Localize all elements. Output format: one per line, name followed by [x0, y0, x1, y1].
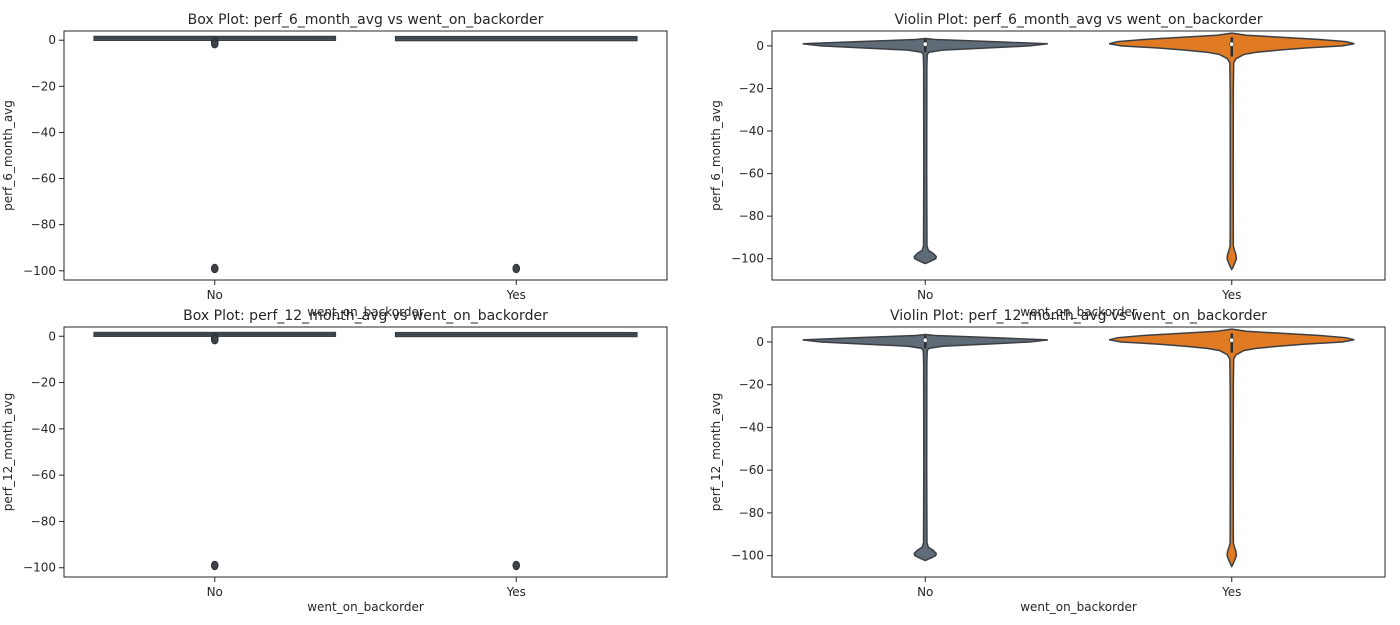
chart-title: Box Plot: perf_12_month_avg vs went_on_b…: [183, 308, 548, 324]
y-tick-label: −20: [31, 79, 56, 93]
violin-yes: [1108, 32, 1355, 271]
y-tick-label: −20: [31, 376, 56, 390]
y-tick-label: 0: [756, 39, 764, 53]
y-tick-label: −100: [731, 252, 764, 266]
y-tick-label: −60: [739, 463, 764, 477]
chart-title: Violin Plot: perf_12_month_avg vs went_o…: [890, 308, 1267, 324]
violin-no: [802, 333, 1048, 562]
x-axis-label: went_on_backorder: [1020, 600, 1137, 614]
chart-title: Box Plot: perf_6_month_avg vs went_on_ba…: [188, 12, 544, 28]
chart-panel-2: Violin Plot: perf_6_month_avg vs went_on…: [709, 12, 1386, 319]
y-tick-label: −60: [31, 172, 56, 186]
y-tick-label: −60: [739, 167, 764, 181]
box-outlier-no: [210, 263, 219, 274]
x-tick-label-yes: Yes: [506, 585, 526, 599]
y-tick-label: −100: [23, 561, 56, 575]
y-axis-label: perf_12_month_avg: [709, 393, 723, 511]
box-outlier-yes: [512, 263, 521, 274]
axes-frame: [63, 30, 668, 281]
chart-title: Violin Plot: perf_6_month_avg vs went_on…: [894, 12, 1262, 28]
y-tick-label: −80: [739, 209, 764, 223]
axes-frame: [771, 326, 1386, 578]
x-tick-label-no: No: [207, 288, 223, 302]
axes-frame: [63, 326, 668, 578]
y-tick-label: 0: [48, 33, 56, 47]
y-tick-label: −20: [739, 378, 764, 392]
x-tick-label-no: No: [207, 585, 223, 599]
y-axis-label: perf_12_month_avg: [1, 393, 15, 511]
chart-panel-1: Box Plot: perf_6_month_avg vs went_on_ba…: [1, 12, 668, 319]
violin-no: [802, 37, 1048, 265]
violin-yes: [1108, 328, 1355, 568]
box-outlier-no: [210, 335, 219, 345]
box-outlier-no: [210, 38, 219, 49]
x-tick-label-yes: Yes: [1221, 585, 1241, 599]
x-tick-label-yes: Yes: [1221, 288, 1241, 302]
y-tick-label: −80: [31, 218, 56, 232]
y-tick-label: −80: [739, 506, 764, 520]
x-tick-label-yes: Yes: [506, 288, 526, 302]
y-tick-label: −40: [739, 420, 764, 434]
y-tick-label: −40: [31, 125, 56, 139]
axes-frame: [771, 30, 1386, 281]
x-axis-label: went_on_backorder: [1020, 305, 1137, 319]
box-outlier-yes: [512, 560, 521, 571]
chart-panel-3: Box Plot: perf_12_month_avg vs went_on_b…: [1, 308, 668, 614]
y-tick-label: −100: [731, 549, 764, 563]
y-tick-label: −40: [31, 422, 56, 436]
y-tick-label: 0: [48, 329, 56, 343]
violin-median-no: [922, 337, 928, 343]
x-tick-label-no: No: [917, 585, 933, 599]
violin-median-no: [922, 41, 928, 47]
x-tick-label-no: No: [917, 288, 933, 302]
y-tick-label: −40: [739, 124, 764, 138]
box-outlier-no: [210, 560, 219, 571]
x-axis-label: went_on_backorder: [307, 305, 424, 319]
y-tick-label: −20: [739, 81, 764, 95]
violin-median-yes: [1229, 41, 1235, 47]
violin-median-yes: [1229, 337, 1235, 343]
y-tick-label: 0: [756, 335, 764, 349]
chart-panel-4: Violin Plot: perf_12_month_avg vs went_o…: [709, 308, 1386, 614]
y-tick-label: −80: [31, 514, 56, 528]
y-tick-label: −100: [23, 264, 56, 278]
y-axis-label: perf_6_month_avg: [1, 100, 15, 211]
y-tick-label: −60: [31, 468, 56, 482]
x-axis-label: went_on_backorder: [307, 600, 424, 614]
y-axis-label: perf_6_month_avg: [709, 100, 723, 211]
